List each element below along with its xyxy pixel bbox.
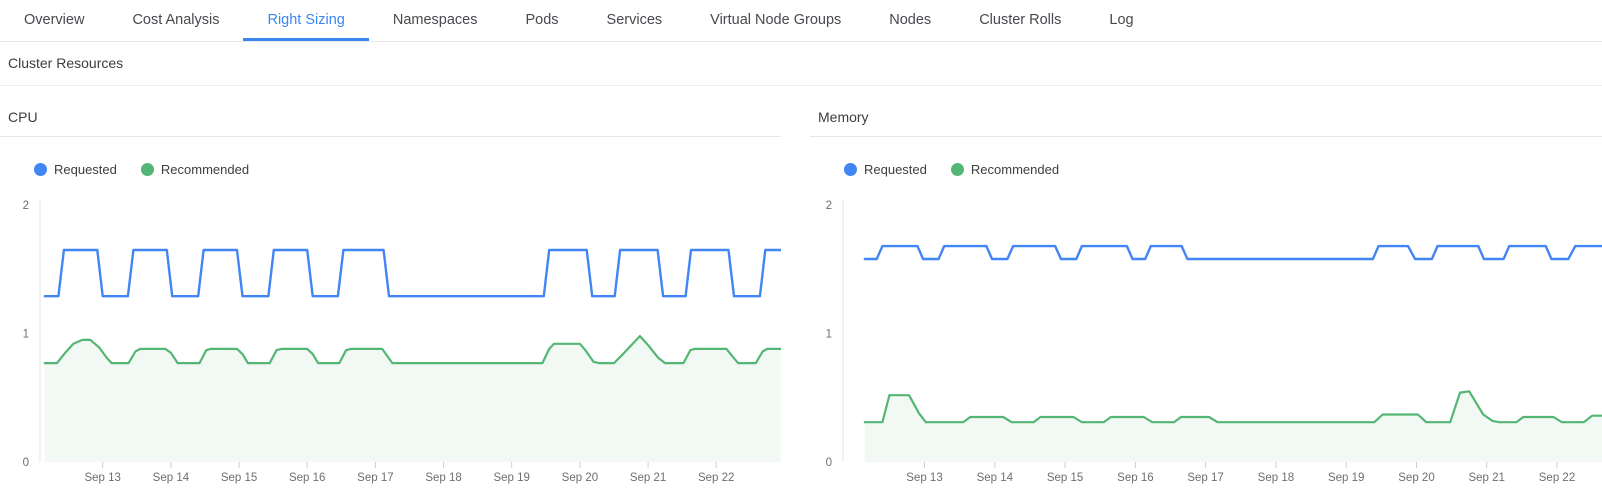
legend-label-recommended: Recommended: [160, 161, 250, 177]
x-axis-tick-label: Sep 20: [562, 472, 598, 484]
tab-nodes[interactable]: Nodes: [889, 12, 932, 28]
section-title: Cluster Resources: [8, 55, 124, 71]
x-axis-tick-label: Sep 17: [1187, 472, 1223, 484]
x-axis-tick-label: Sep 14: [977, 472, 1014, 484]
x-axis-tick-label: Sep 21: [630, 472, 666, 484]
memory-legend: Requested Recommended: [844, 161, 1602, 178]
cpu-chart-plot: 0 1 2 Sep 13 Sep 14 Sep 15 Sep 16 Sep 17 Sep 18 S…: [0, 190, 781, 488]
x-axis-tick-label: Sep 16: [289, 472, 325, 484]
legend-dot-requested: [34, 163, 47, 176]
cpu-chart-svg: 0 1 2 Sep 13 Sep 14 Sep 15 Sep 16 Sep 17 Sep 18 S…: [23, 200, 781, 484]
cpu-chart-card: CPU Requested Recommended 0 1 2 Sep 13 Sep 14…: [0, 100, 781, 488]
x-axis-tick-label: Sep 16: [1117, 472, 1153, 484]
legend-dot-recommended: [140, 163, 154, 176]
y-axis-tick-label: 0: [826, 457, 832, 469]
requested-line: [43, 248, 781, 298]
x-axis-tick-label: Sep 13: [84, 472, 120, 484]
tab-namespaces[interactable]: Namespaces: [392, 12, 478, 28]
x-axis-tick-label: Sep 14: [153, 472, 190, 484]
legend-item-recommended[interactable]: Recommended: [140, 161, 250, 178]
y-axis-tick-label: 1: [826, 329, 832, 341]
legend-label-recommended: Recommended: [970, 161, 1060, 177]
tab-bar: Overview Cost Analysis Right Sizing Namespa…: [0, 0, 1602, 42]
tab-services[interactable]: Services: [606, 12, 663, 28]
x-axis-tick-label: Sep 20: [1398, 472, 1434, 484]
legend-label-requested: Requested: [864, 161, 927, 177]
memory-chart-title: Memory: [810, 100, 1602, 137]
y-axis-tick-label: 2: [826, 200, 832, 212]
x-axis-tick-label: Sep 18: [425, 472, 461, 484]
x-axis-tick-label: Sep 21: [1468, 472, 1504, 484]
legend-label-requested: Requested: [54, 161, 117, 177]
y-axis-tick-label: 2: [23, 200, 29, 212]
legend-dot-recommended: [950, 163, 964, 176]
tab-overview[interactable]: Overview: [24, 12, 85, 28]
memory-chart-svg: 0 1 2 Sep 13 Sep 14 Sep 15 Sep 16 Sep 17 Sep 18 S…: [826, 200, 1602, 484]
cpu-legend: Requested Recommended: [34, 161, 781, 178]
recommended-line: [863, 390, 1602, 424]
tab-cluster-rolls[interactable]: Cluster Rolls: [979, 12, 1062, 28]
section-header: Cluster Resources: [0, 42, 1602, 86]
y-axis-tick-label: 0: [23, 457, 29, 469]
x-axis-tick-label: Sep 22: [1539, 472, 1575, 484]
memory-chart-card: Memory Requested Recommended 0 1 2 Sep 13 Sep…: [810, 100, 1602, 488]
cpu-chart-title: CPU: [0, 100, 781, 137]
recommended-line: [43, 335, 781, 365]
tab-right-sizing[interactable]: Right Sizing: [243, 0, 369, 41]
recommended-area: [44, 336, 781, 462]
tab-cost-analysis[interactable]: Cost Analysis: [132, 12, 220, 28]
tab-virtual-node-groups[interactable]: Virtual Node Groups: [710, 12, 842, 28]
legend-item-requested[interactable]: Requested: [34, 162, 117, 178]
x-axis-tick-label: Sep 15: [221, 472, 257, 484]
charts-row: CPU Requested Recommended 0 1 2 Sep 13 Sep 14…: [0, 86, 1602, 488]
legend-item-recommended[interactable]: Recommended: [950, 161, 1060, 178]
x-axis-tick-label: Sep 17: [357, 472, 393, 484]
y-axis-tick-label: 1: [23, 329, 29, 341]
tab-log[interactable]: Log: [1109, 12, 1134, 28]
x-axis-tick-label: Sep 18: [1258, 472, 1294, 484]
requested-line: [863, 244, 1602, 261]
legend-item-requested[interactable]: Requested: [844, 162, 927, 178]
legend-dot-requested: [844, 163, 857, 176]
x-axis-tick-label: Sep 19: [493, 472, 529, 484]
tab-pods[interactable]: Pods: [525, 12, 559, 28]
recommended-area: [864, 391, 1602, 462]
x-axis-tick-label: Sep 13: [906, 472, 942, 484]
x-axis-tick-label: Sep 22: [698, 472, 734, 484]
x-axis-tick-label: Sep 15: [1047, 472, 1083, 484]
memory-chart-plot: 0 1 2 Sep 13 Sep 14 Sep 15 Sep 16 Sep 17 Sep 18 S…: [810, 190, 1602, 488]
x-axis-tick-label: Sep 19: [1328, 472, 1364, 484]
